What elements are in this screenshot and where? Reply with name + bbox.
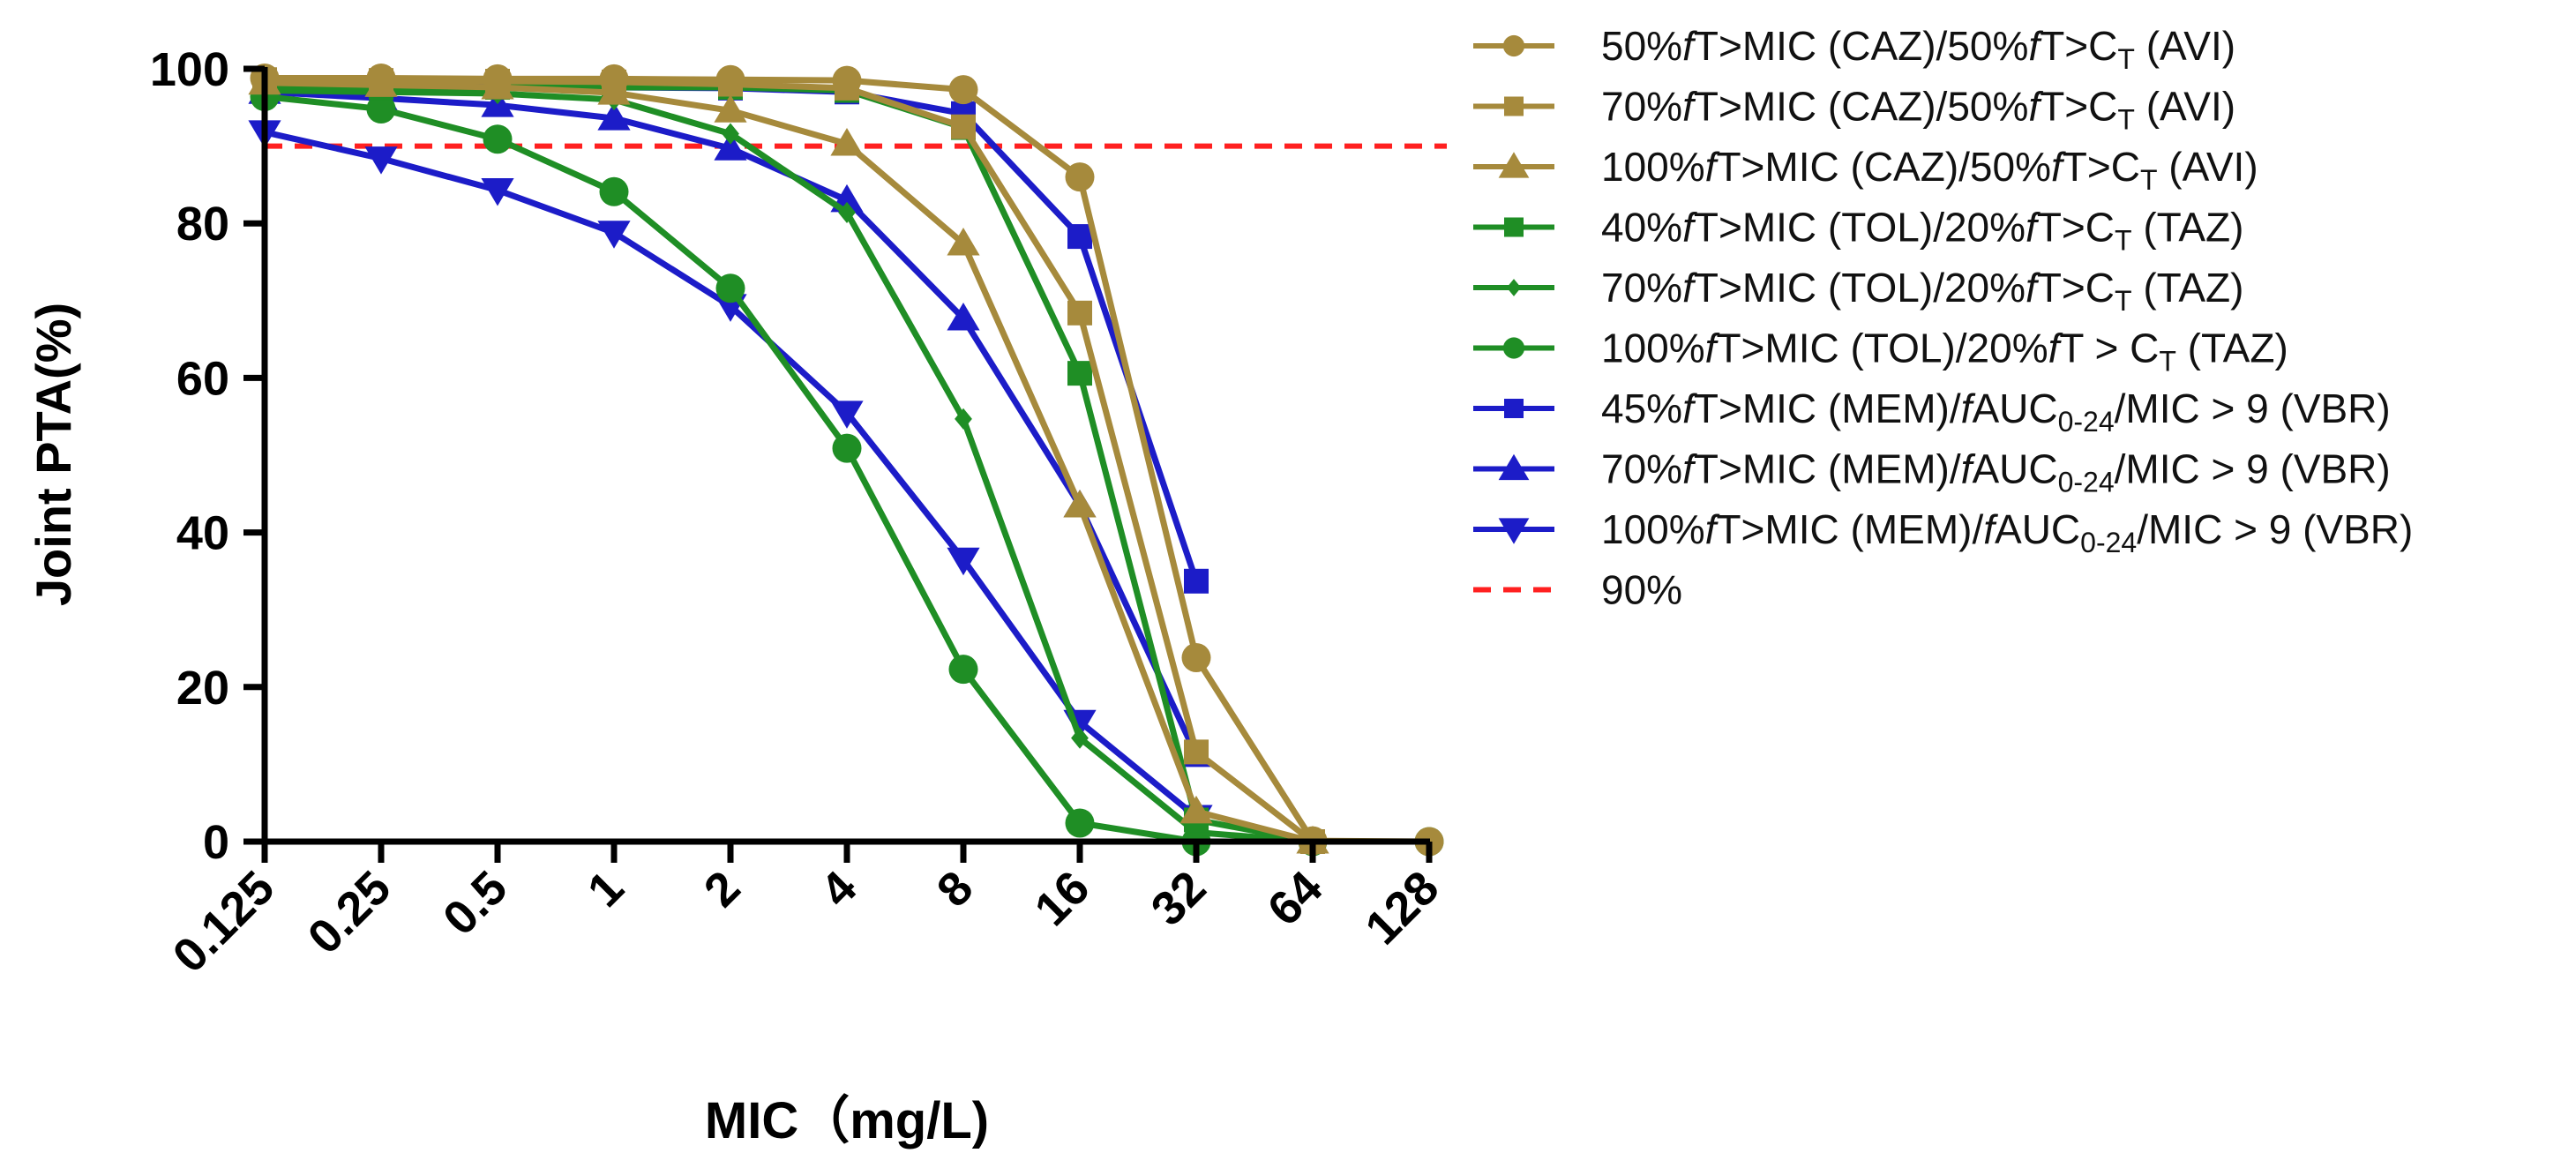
- data-point: [715, 64, 745, 94]
- legend-marker: [1502, 337, 1525, 359]
- data-point: [599, 64, 629, 94]
- data-point: [597, 221, 631, 249]
- data-point: [830, 401, 864, 429]
- data-point: [947, 302, 980, 331]
- x-tick-label: 8: [927, 861, 984, 917]
- data-point: [1067, 300, 1092, 326]
- legend-marker: [1504, 217, 1524, 237]
- series-line: [264, 88, 1200, 757]
- legend-label: 100%fT>MIC (MEM)/fAUC0-24/MIC > 9 (VBR): [1601, 506, 2413, 558]
- x-tick-label: 0.5: [433, 861, 518, 946]
- axes: Joint PTA(%) MIC（mg/L) 0 20 40 60 80 100 0.125…: [26, 43, 1449, 1149]
- data-point: [1179, 795, 1213, 824]
- data-point: [714, 94, 747, 123]
- y-tick-label: 40: [176, 507, 229, 560]
- data-point: [715, 273, 745, 303]
- data-point: [955, 408, 972, 430]
- legend-label: 100%fT>MIC (TOL)/20%fT > CT (TAZ): [1601, 326, 2288, 378]
- legend-entry: 70%fT>MIC (TOL)/20%fT>CT (TAZ): [1473, 265, 2243, 317]
- data-point: [364, 146, 398, 175]
- data-point: [948, 75, 978, 105]
- data-point: [1181, 643, 1211, 673]
- data-point: [1184, 568, 1209, 594]
- data-point: [481, 178, 514, 206]
- data-point: [1067, 224, 1092, 250]
- plot-area: [248, 64, 1447, 857]
- legend-marker: [1498, 518, 1530, 544]
- data-point: [483, 124, 513, 154]
- x-tick-label: 16: [1025, 861, 1100, 936]
- y-tick-label: 60: [176, 352, 229, 405]
- y-tick-label: 100: [150, 43, 229, 96]
- legend-label: 40%fT>MIC (TOL)/20%fT>CT (TAZ): [1601, 205, 2243, 257]
- x-tick-label: 0.125: [163, 861, 285, 983]
- data-point: [838, 201, 856, 224]
- x-tick-label: 2: [694, 861, 751, 917]
- legend-entry: 100%fT>MIC (TOL)/20%fT > CT (TAZ): [1473, 326, 2288, 378]
- data-point: [947, 547, 980, 576]
- x-tick-label: 64: [1258, 861, 1333, 936]
- x-tick-label: 4: [811, 861, 867, 917]
- legend-label: 90%: [1601, 567, 1682, 613]
- data-point: [951, 114, 976, 139]
- legend-marker: [1504, 399, 1524, 418]
- legend-marker: [1498, 152, 1530, 178]
- data-point: [599, 176, 629, 206]
- legend-marker: [1498, 453, 1530, 481]
- y-axis-title: Joint PTA(%): [26, 303, 81, 606]
- legend-entry: 45%fT>MIC (MEM)/fAUC0-24/MIC > 9 (VBR): [1473, 386, 2391, 438]
- data-point: [830, 127, 864, 156]
- legend-entry: 70%fT>MIC (MEM)/fAUC0-24/MIC > 9 (VBR): [1473, 446, 2391, 498]
- legend-label: 70%fT>MIC (MEM)/fAUC0-24/MIC > 9 (VBR): [1601, 446, 2391, 498]
- x-tick-label: 32: [1142, 861, 1217, 936]
- legend-marker: [1506, 279, 1522, 296]
- legend-marker: [1502, 34, 1525, 57]
- legend-entry: 100%fT>MIC (MEM)/fAUC0-24/MIC > 9 (VBR): [1473, 506, 2413, 558]
- data-point: [832, 65, 862, 95]
- data-point: [832, 433, 862, 463]
- data-point: [1065, 162, 1095, 192]
- legend-entry-reference: 90%: [1473, 567, 1682, 613]
- data-point: [366, 94, 396, 124]
- y-tick-label: 80: [176, 198, 229, 251]
- legend-label: 45%fT>MIC (MEM)/fAUC0-24/MIC > 9 (VBR): [1601, 386, 2391, 438]
- data-point: [366, 64, 396, 94]
- legend-entry: 40%fT>MIC (TOL)/20%fT>CT (TAZ): [1473, 205, 2243, 257]
- y-tick-label: 0: [203, 816, 229, 869]
- series-40-ft-mic-tol-20-ft-ct-taz: [252, 75, 1325, 854]
- series-line: [264, 129, 1199, 820]
- data-point: [1071, 727, 1089, 749]
- data-point: [722, 123, 739, 145]
- legend-entry: 50%fT>MIC (CAZ)/50%fT>CT (AVI): [1473, 23, 2235, 75]
- legend-entry: 70%fT>MIC (CAZ)/50%fT>CT (AVI): [1473, 84, 2235, 136]
- data-point: [948, 655, 978, 685]
- x-tick-label: 0.25: [298, 861, 401, 964]
- legend-entry: 100%fT>MIC (CAZ)/50%fT>CT (AVI): [1473, 144, 2258, 196]
- series-70-ft-mic-tol-20-ft-ct-taz: [256, 79, 1322, 853]
- x-tick-label: 1: [578, 861, 634, 917]
- series-50-ft-mic-caz-50-ft-ct-avi: [250, 64, 1444, 857]
- legend-label: 70%fT>MIC (TOL)/20%fT>CT (TAZ): [1601, 265, 2243, 317]
- legend-label: 50%fT>MIC (CAZ)/50%fT>CT (AVI): [1601, 23, 2235, 75]
- data-point: [947, 227, 980, 256]
- data-point: [1063, 489, 1097, 518]
- data-point: [1067, 361, 1092, 386]
- data-point: [597, 102, 631, 131]
- y-tick-label: 20: [176, 662, 229, 715]
- series-70-ft-mic-caz-50-ft-ct-avi: [252, 67, 1325, 854]
- series-line: [264, 87, 1314, 845]
- data-point: [714, 132, 747, 161]
- x-tick-label: 128: [1355, 861, 1449, 955]
- data-point: [1184, 739, 1209, 765]
- x-axis-title: MIC（mg/L): [705, 1092, 989, 1149]
- legend-label: 100%fT>MIC (CAZ)/50%fT>CT (AVI): [1601, 144, 2258, 196]
- series-100-ft-mic-caz-50-ft-ct-avi: [248, 66, 1329, 854]
- series-line: [264, 79, 1314, 845]
- data-point: [483, 64, 513, 94]
- legend: 50%fT>MIC (CAZ)/50%fT>CT (AVI) 70%fT>MIC …: [1473, 23, 2413, 613]
- legend-label: 70%fT>MIC (CAZ)/50%fT>CT (AVI): [1601, 84, 2235, 136]
- legend-marker: [1504, 96, 1524, 116]
- data-point: [1065, 808, 1095, 838]
